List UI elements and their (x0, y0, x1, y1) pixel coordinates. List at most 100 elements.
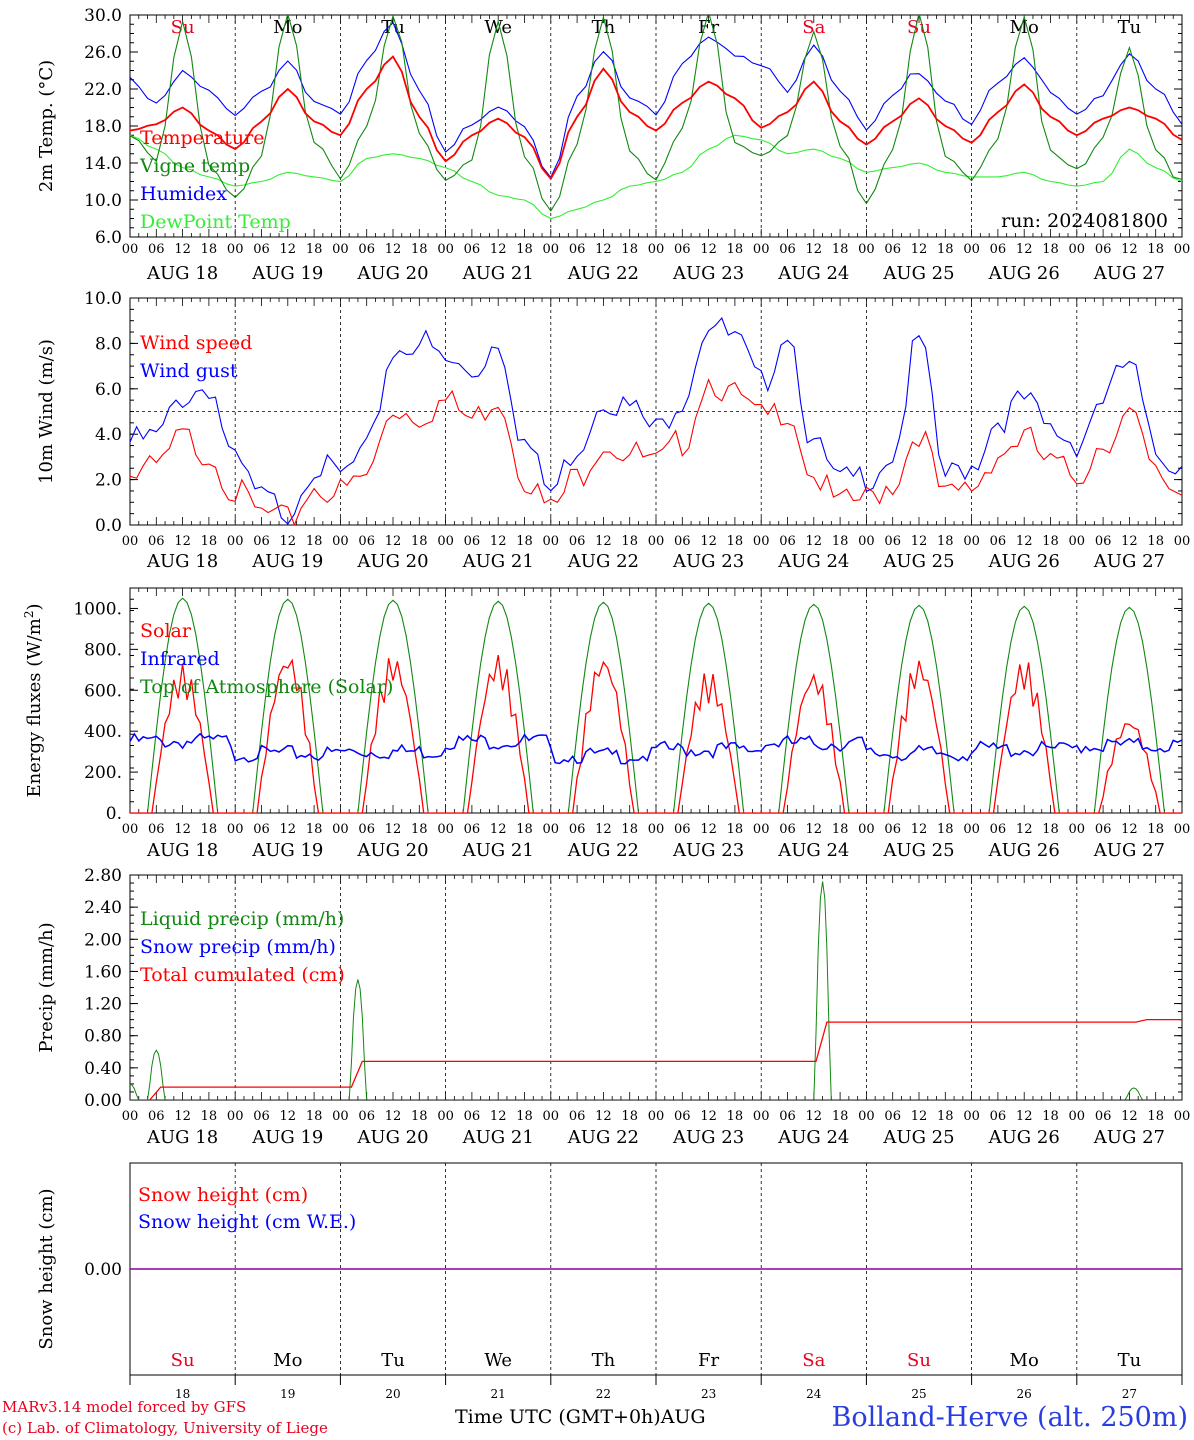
day-label: AUG 23 (672, 551, 744, 572)
weekday-label: Mo (1010, 1350, 1039, 1371)
legend-wind-gust: Wind gust (140, 360, 238, 382)
day-number: 24 (806, 1387, 822, 1401)
hour-tick-label: 12 (174, 822, 191, 837)
hour-tick-label: 12 (174, 534, 191, 549)
hour-tick-label: 06 (358, 822, 375, 837)
hour-tick-label: 06 (358, 1109, 375, 1124)
weekday-label: Th (592, 17, 616, 38)
model-credit: MARv3.14 model forced by GFS (2, 1398, 247, 1416)
weekday-label: Su (171, 1350, 195, 1371)
hour-tick-label: 06 (148, 534, 165, 549)
hour-tick-label: 00 (648, 1109, 665, 1124)
hour-tick-label: 18 (516, 242, 533, 257)
hour-tick-label: 12 (1121, 822, 1138, 837)
day-number: 22 (596, 1387, 611, 1401)
hour-tick-label: 18 (937, 1109, 954, 1124)
day-label: AUG 18 (146, 551, 218, 572)
day-label: AUG 20 (356, 551, 428, 572)
hour-tick-label: 18 (727, 822, 744, 837)
hour-tick-label: 06 (358, 242, 375, 257)
hour-tick-label: 12 (700, 242, 717, 257)
y-tick-label: 1.20 (84, 995, 122, 1015)
hour-tick-label: 06 (1095, 534, 1112, 549)
hour-tick-label: 06 (990, 534, 1007, 549)
hour-tick-label: 06 (569, 1109, 586, 1124)
legend-vigne-temp: Vigne temp (139, 155, 250, 177)
y-tick-label: 26.0 (84, 43, 122, 63)
hour-tick-label: 12 (385, 1109, 402, 1124)
day-label: AUG 22 (567, 840, 639, 861)
hour-tick-label: 06 (358, 534, 375, 549)
y-tick-label: 0.80 (84, 1027, 122, 1047)
hour-tick-label: 00 (648, 242, 665, 257)
y-tick-label: 4.0 (95, 425, 122, 445)
hour-tick-label: 12 (595, 1109, 612, 1124)
hour-tick-label: 00 (858, 534, 875, 549)
hour-tick-label: 00 (227, 242, 244, 257)
hour-tick-label: 06 (253, 242, 270, 257)
hour-tick-label: 06 (569, 242, 586, 257)
hour-tick-label: 06 (148, 1109, 165, 1124)
hour-tick-label: 18 (411, 822, 428, 837)
hour-tick-label: 00 (1069, 822, 1086, 837)
hour-tick-label: 06 (884, 822, 901, 837)
hour-tick-label: 06 (253, 1109, 270, 1124)
hour-tick-label: 18 (937, 822, 954, 837)
hour-tick-label: 00 (437, 534, 454, 549)
hour-tick-label: 06 (1095, 1109, 1112, 1124)
hour-tick-label: 06 (779, 1109, 796, 1124)
hour-tick-label: 06 (674, 534, 691, 549)
hour-tick-label: 18 (937, 534, 954, 549)
hour-tick-label: 06 (884, 1109, 901, 1124)
hour-tick-label: 12 (806, 534, 823, 549)
station-name: Bolland-Herve (alt. 250m) (831, 1402, 1188, 1433)
legend-wind-speed: Wind speed (140, 332, 252, 354)
weekday-label: Tu (1118, 1350, 1142, 1371)
series-wind-speed-line (130, 378, 1182, 525)
y-axis-label: 10m Wind (m/s) (36, 339, 57, 484)
hour-tick-label: 06 (779, 822, 796, 837)
y-axis-label: Energy fluxes (W/m2) (22, 603, 45, 797)
series-humidex-line (130, 21, 1182, 179)
hour-tick-label: 18 (306, 1109, 323, 1124)
y-tick-label: 800. (84, 640, 122, 660)
hour-tick-label: 12 (806, 822, 823, 837)
day-label: AUG 18 (146, 840, 218, 861)
y-tick-label: 0.40 (84, 1059, 122, 1079)
weekday-label: Fr (698, 17, 719, 38)
weekday-label: Tu (1118, 17, 1142, 38)
hour-tick-label: 00 (753, 1109, 770, 1124)
hour-tick-label: 12 (806, 242, 823, 257)
panel-frame (129, 587, 1183, 814)
day-label: AUG 27 (1093, 551, 1165, 572)
hour-tick-label: 00 (332, 534, 349, 549)
hour-tick-label: 00 (753, 242, 770, 257)
y-tick-label: 30.0 (84, 6, 122, 26)
day-number: 20 (385, 1387, 400, 1401)
y-tick-label: 14.0 (84, 154, 122, 174)
day-label: AUG 20 (356, 1127, 428, 1148)
hour-tick-label: 00 (543, 822, 560, 837)
hour-tick-label: 12 (700, 1109, 717, 1124)
hour-tick-label: 18 (306, 534, 323, 549)
series-temperature-line (130, 55, 1182, 181)
day-number: 27 (1122, 1387, 1137, 1401)
day-label: AUG 24 (777, 263, 849, 284)
hour-tick-label: 18 (201, 822, 218, 837)
hour-tick-label: 12 (280, 534, 297, 549)
hour-tick-label: 12 (280, 822, 297, 837)
series-group (130, 881, 1182, 1100)
hour-tick-label: 00 (1069, 534, 1086, 549)
day-label: AUG 23 (672, 1127, 744, 1148)
day-label: AUG 19 (251, 840, 323, 861)
hour-tick-label: 00 (122, 822, 139, 837)
day-label: AUG 20 (356, 840, 428, 861)
hour-tick-label: 12 (911, 822, 928, 837)
hour-tick-label: 12 (1121, 534, 1138, 549)
legend-liquid-precip-mm-h-: Liquid precip (mm/h) (140, 908, 344, 930)
y-tick-label: 0.00 (84, 1091, 122, 1111)
hour-tick-label: 06 (990, 242, 1007, 257)
day-number: 26 (1017, 1387, 1032, 1401)
y-tick-label: 2.80 (84, 866, 122, 886)
